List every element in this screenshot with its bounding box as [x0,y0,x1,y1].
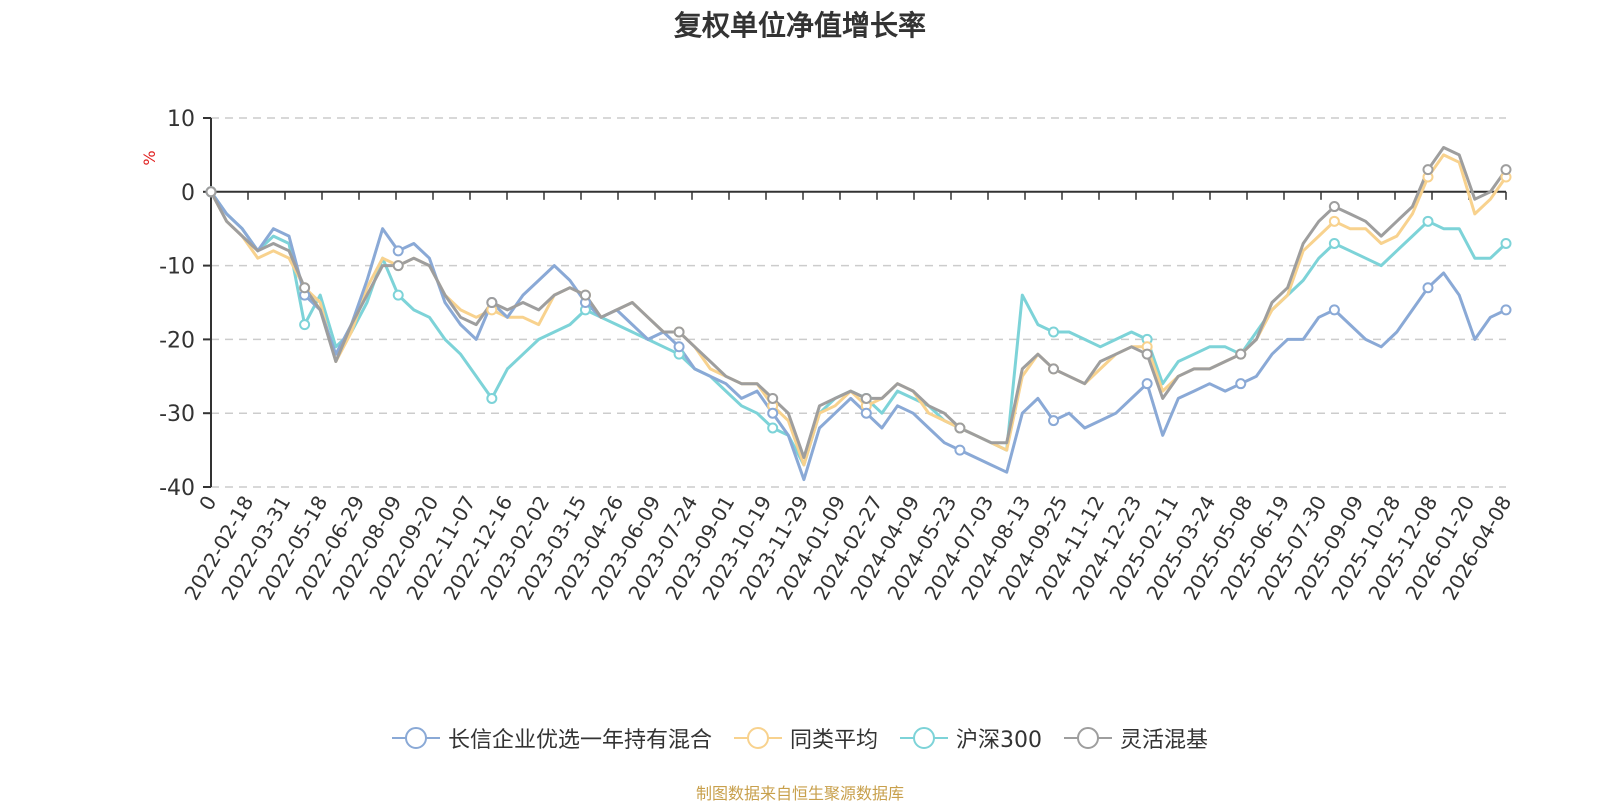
series-point-3 [392,260,404,272]
series-point-3 [1048,363,1060,375]
series-point-3 [673,326,685,338]
series-point-2 [392,289,404,301]
legend-label: 同类平均 [789,728,878,753]
series-point-3 [486,297,498,308]
series-point-0 [860,407,872,419]
series-point-0 [1328,304,1340,316]
legend-label: 长信企业优选一年持有混合 [447,728,712,753]
series-point-3 [579,289,591,301]
series-point-3 [1500,164,1512,176]
legend-swatch-circle [404,727,427,749]
legend-label: 灵活混基 [1120,728,1209,753]
series-point-3 [205,186,217,198]
series-point-3 [299,282,311,294]
legend-label: 沪深300 [956,728,1042,753]
series-point-0 [1500,304,1512,316]
series-point-3 [767,392,779,404]
series-point-2 [1422,215,1434,227]
series-point-0 [1422,282,1434,294]
series-point-0 [673,341,685,353]
legend-swatch-icon [900,727,948,749]
y-tick-label: 0 [181,181,195,206]
x-tick-label: 0 [194,492,221,515]
series-line-3 [209,146,1508,459]
marker-layer [205,164,1512,456]
y-tick-label: -30 [159,402,195,427]
series-point-3 [1422,164,1434,176]
legend-swatch-icon [733,727,782,749]
legend: 长信企业优选一年持有混合 同类平均 沪深300 灵活混基 [0,722,1600,754]
series-point-0 [1141,378,1153,390]
y-tick-label: 10 [167,107,195,132]
legend-swatch-icon [1064,727,1112,749]
series-point-0 [1048,415,1060,427]
label-layer: 100-10-20-30-40%02022-02-182022-03-31202… [140,107,1516,604]
series-line-0 [209,190,1508,482]
series-point-3 [860,392,872,404]
legend-item[interactable]: 灵活混基 [1064,722,1208,754]
y-axis-label: % [140,150,159,165]
series-point-2 [1328,237,1340,249]
y-tick-label: -10 [159,255,195,280]
series-point-1 [1328,215,1340,227]
series-point-3 [1235,348,1247,360]
axis-layer [203,117,1507,488]
legend-swatch-circle [913,727,935,749]
series-point-0 [392,245,404,257]
series-line-1 [209,153,1508,467]
series-point-0 [954,444,966,456]
series-point-2 [299,319,311,331]
legend-item[interactable]: 同类平均 [733,722,878,754]
series-point-2 [1048,326,1060,338]
legend-swatch-icon [391,727,440,749]
legend-swatch-circle [746,727,769,749]
series-point-0 [1235,378,1247,390]
series-point-3 [1141,348,1153,360]
legend-item[interactable]: 长信企业优选一年持有混合 [391,722,712,754]
legend-swatch-circle [1077,727,1099,749]
chart-title: 复权单位净值增长率 [673,9,926,42]
source-note: 制图数据来自恒生聚源数据库 [695,784,904,803]
series-layer [209,146,1508,482]
legend-item[interactable]: 沪深300 [900,722,1042,754]
series-point-2 [1500,237,1512,249]
series-point-2 [767,422,779,434]
series-point-0 [767,407,779,419]
series-point-2 [486,392,498,404]
y-tick-label: -20 [159,328,195,353]
series-point-3 [954,422,966,434]
series-point-3 [1328,201,1340,213]
y-tick-label: -40 [159,476,195,501]
